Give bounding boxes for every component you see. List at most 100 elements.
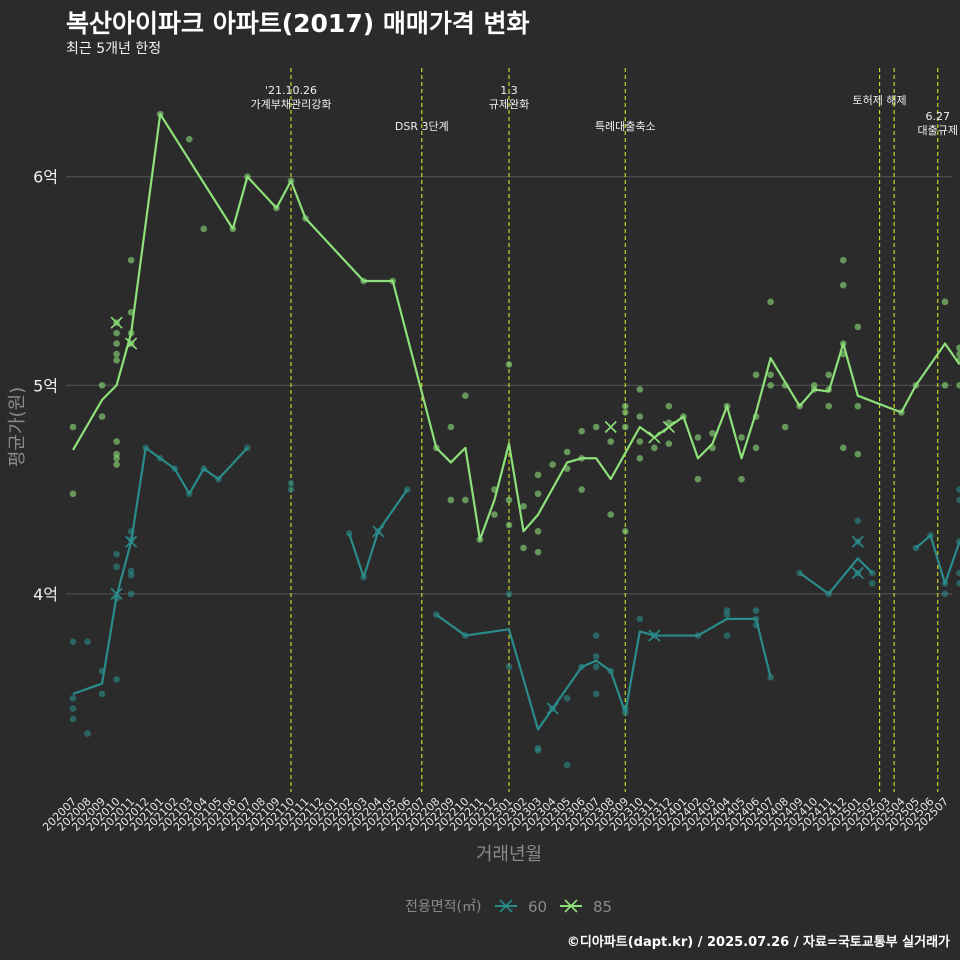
legend: 전용면적(㎡) 60 85 (405, 898, 612, 916)
cross-marker (604, 420, 617, 434)
data-point (462, 496, 469, 504)
cross-marker (648, 629, 661, 642)
data-point (505, 361, 513, 368)
data-point (825, 371, 833, 379)
data-point (592, 632, 600, 639)
data-point (723, 632, 731, 639)
data-point (956, 344, 960, 352)
data-point (621, 402, 629, 410)
event-label: 규제완화 (489, 98, 529, 111)
data-point (665, 440, 673, 447)
data-point (98, 413, 106, 420)
data-point (534, 548, 542, 556)
data-point (752, 444, 760, 452)
data-point (505, 521, 513, 529)
data-point (69, 694, 77, 702)
data-point (839, 281, 847, 289)
data-point (839, 444, 847, 452)
data-point (534, 471, 542, 479)
series-line (348, 488, 409, 579)
data-point (69, 705, 77, 712)
chart-title: 복산아이파크 아파트(2017) 매매가격 변화 (66, 9, 530, 38)
data-point (113, 563, 120, 571)
data-point (534, 527, 542, 535)
data-point (520, 544, 527, 552)
cross-marker (372, 525, 385, 538)
data-point (636, 454, 644, 462)
data-point (621, 527, 629, 535)
series-60m2 (69, 444, 960, 769)
data-point (956, 569, 960, 577)
data-point (956, 486, 960, 493)
legend-label: 60 (528, 898, 547, 916)
data-point (941, 381, 949, 389)
data-point (854, 450, 862, 458)
data-point (621, 423, 629, 431)
data-point (694, 475, 702, 483)
event-label: 6.27 (925, 110, 950, 123)
data-point (287, 486, 295, 493)
data-point (113, 356, 120, 364)
legend-key-cross (564, 899, 578, 913)
cross-marker (125, 337, 138, 350)
data-point (491, 511, 498, 518)
data-point (839, 256, 847, 264)
event-label: DSR 3단계 (395, 120, 449, 133)
data-point (563, 448, 571, 456)
data-point (592, 663, 600, 671)
chart-subtitle: 최근 5개년 한정 (66, 41, 162, 57)
data-point (113, 454, 120, 462)
data-point (636, 438, 644, 445)
data-point (651, 444, 658, 452)
data-point (636, 386, 644, 393)
data-point (694, 434, 702, 441)
data-point (113, 461, 120, 468)
series-line (915, 534, 960, 585)
cross-marker (662, 420, 675, 434)
data-point (127, 590, 135, 598)
data-point (505, 590, 513, 598)
y-tick-label: 4억 (33, 585, 58, 604)
data-point (956, 381, 960, 389)
data-point (854, 517, 862, 525)
x-axis-title: 거래년월 (476, 844, 542, 865)
data-point (738, 434, 745, 441)
data-point (462, 392, 469, 400)
cross-marker (546, 702, 559, 715)
legend-key-cross (499, 899, 513, 913)
data-point (665, 402, 673, 410)
cross-marker (110, 587, 123, 600)
event-label: 대출규제 (917, 124, 957, 137)
event-label: 특례대출축소 (595, 120, 656, 133)
data-point (592, 690, 600, 698)
data-point (447, 423, 455, 431)
data-point (113, 676, 120, 683)
data-point (578, 427, 585, 435)
series-line (72, 113, 960, 541)
data-point (563, 694, 571, 702)
data-point (781, 423, 789, 431)
data-point (549, 461, 556, 468)
cross-marker (851, 535, 864, 548)
data-point (607, 438, 615, 445)
event-label: '21.10.26 (265, 84, 317, 97)
data-point (113, 550, 120, 558)
data-point (592, 653, 600, 660)
data-point (607, 511, 615, 518)
cross-marker (110, 316, 123, 329)
y-tick-label: 5억 (33, 376, 58, 395)
data-point (200, 225, 208, 233)
data-point (505, 496, 513, 504)
data-point (185, 135, 193, 143)
data-point (69, 638, 77, 646)
data-point (447, 496, 455, 504)
data-point (825, 402, 833, 410)
data-point (854, 402, 862, 410)
data-point (98, 690, 106, 698)
y-axis-title: 평균가(원) (7, 387, 28, 467)
source-credit: ©디아파트(dapt.kr) / 2025.07.26 / 자료=국토교통부 실… (566, 935, 950, 950)
data-point (84, 730, 91, 737)
data-point (636, 413, 644, 420)
data-point (767, 371, 774, 379)
